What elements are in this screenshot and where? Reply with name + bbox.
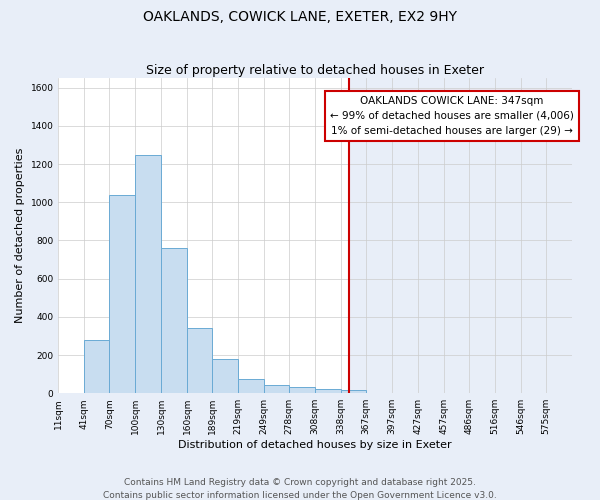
Bar [238, 379, 264, 393]
Bar [341, 390, 366, 393]
Bar [315, 390, 341, 393]
X-axis label: Distribution of detached houses by size in Exeter: Distribution of detached houses by size … [178, 440, 452, 450]
Bar [187, 328, 212, 393]
Bar [212, 359, 238, 393]
Text: Contains HM Land Registry data © Crown copyright and database right 2025.
Contai: Contains HM Land Registry data © Crown c… [103, 478, 497, 500]
Text: OAKLANDS, COWICK LANE, EXETER, EX2 9HY: OAKLANDS, COWICK LANE, EXETER, EX2 9HY [143, 10, 457, 24]
Bar [136, 154, 161, 393]
Text: OAKLANDS COWICK LANE: 347sqm
← 99% of detached houses are smaller (4,006)
1% of : OAKLANDS COWICK LANE: 347sqm ← 99% of de… [330, 96, 574, 136]
Bar [289, 388, 315, 393]
Bar [264, 384, 289, 393]
Bar [109, 194, 136, 393]
Title: Size of property relative to detached houses in Exeter: Size of property relative to detached ho… [146, 64, 484, 77]
Bar [58, 78, 349, 393]
Y-axis label: Number of detached properties: Number of detached properties [15, 148, 25, 324]
Bar [161, 248, 187, 393]
Bar [85, 340, 109, 393]
